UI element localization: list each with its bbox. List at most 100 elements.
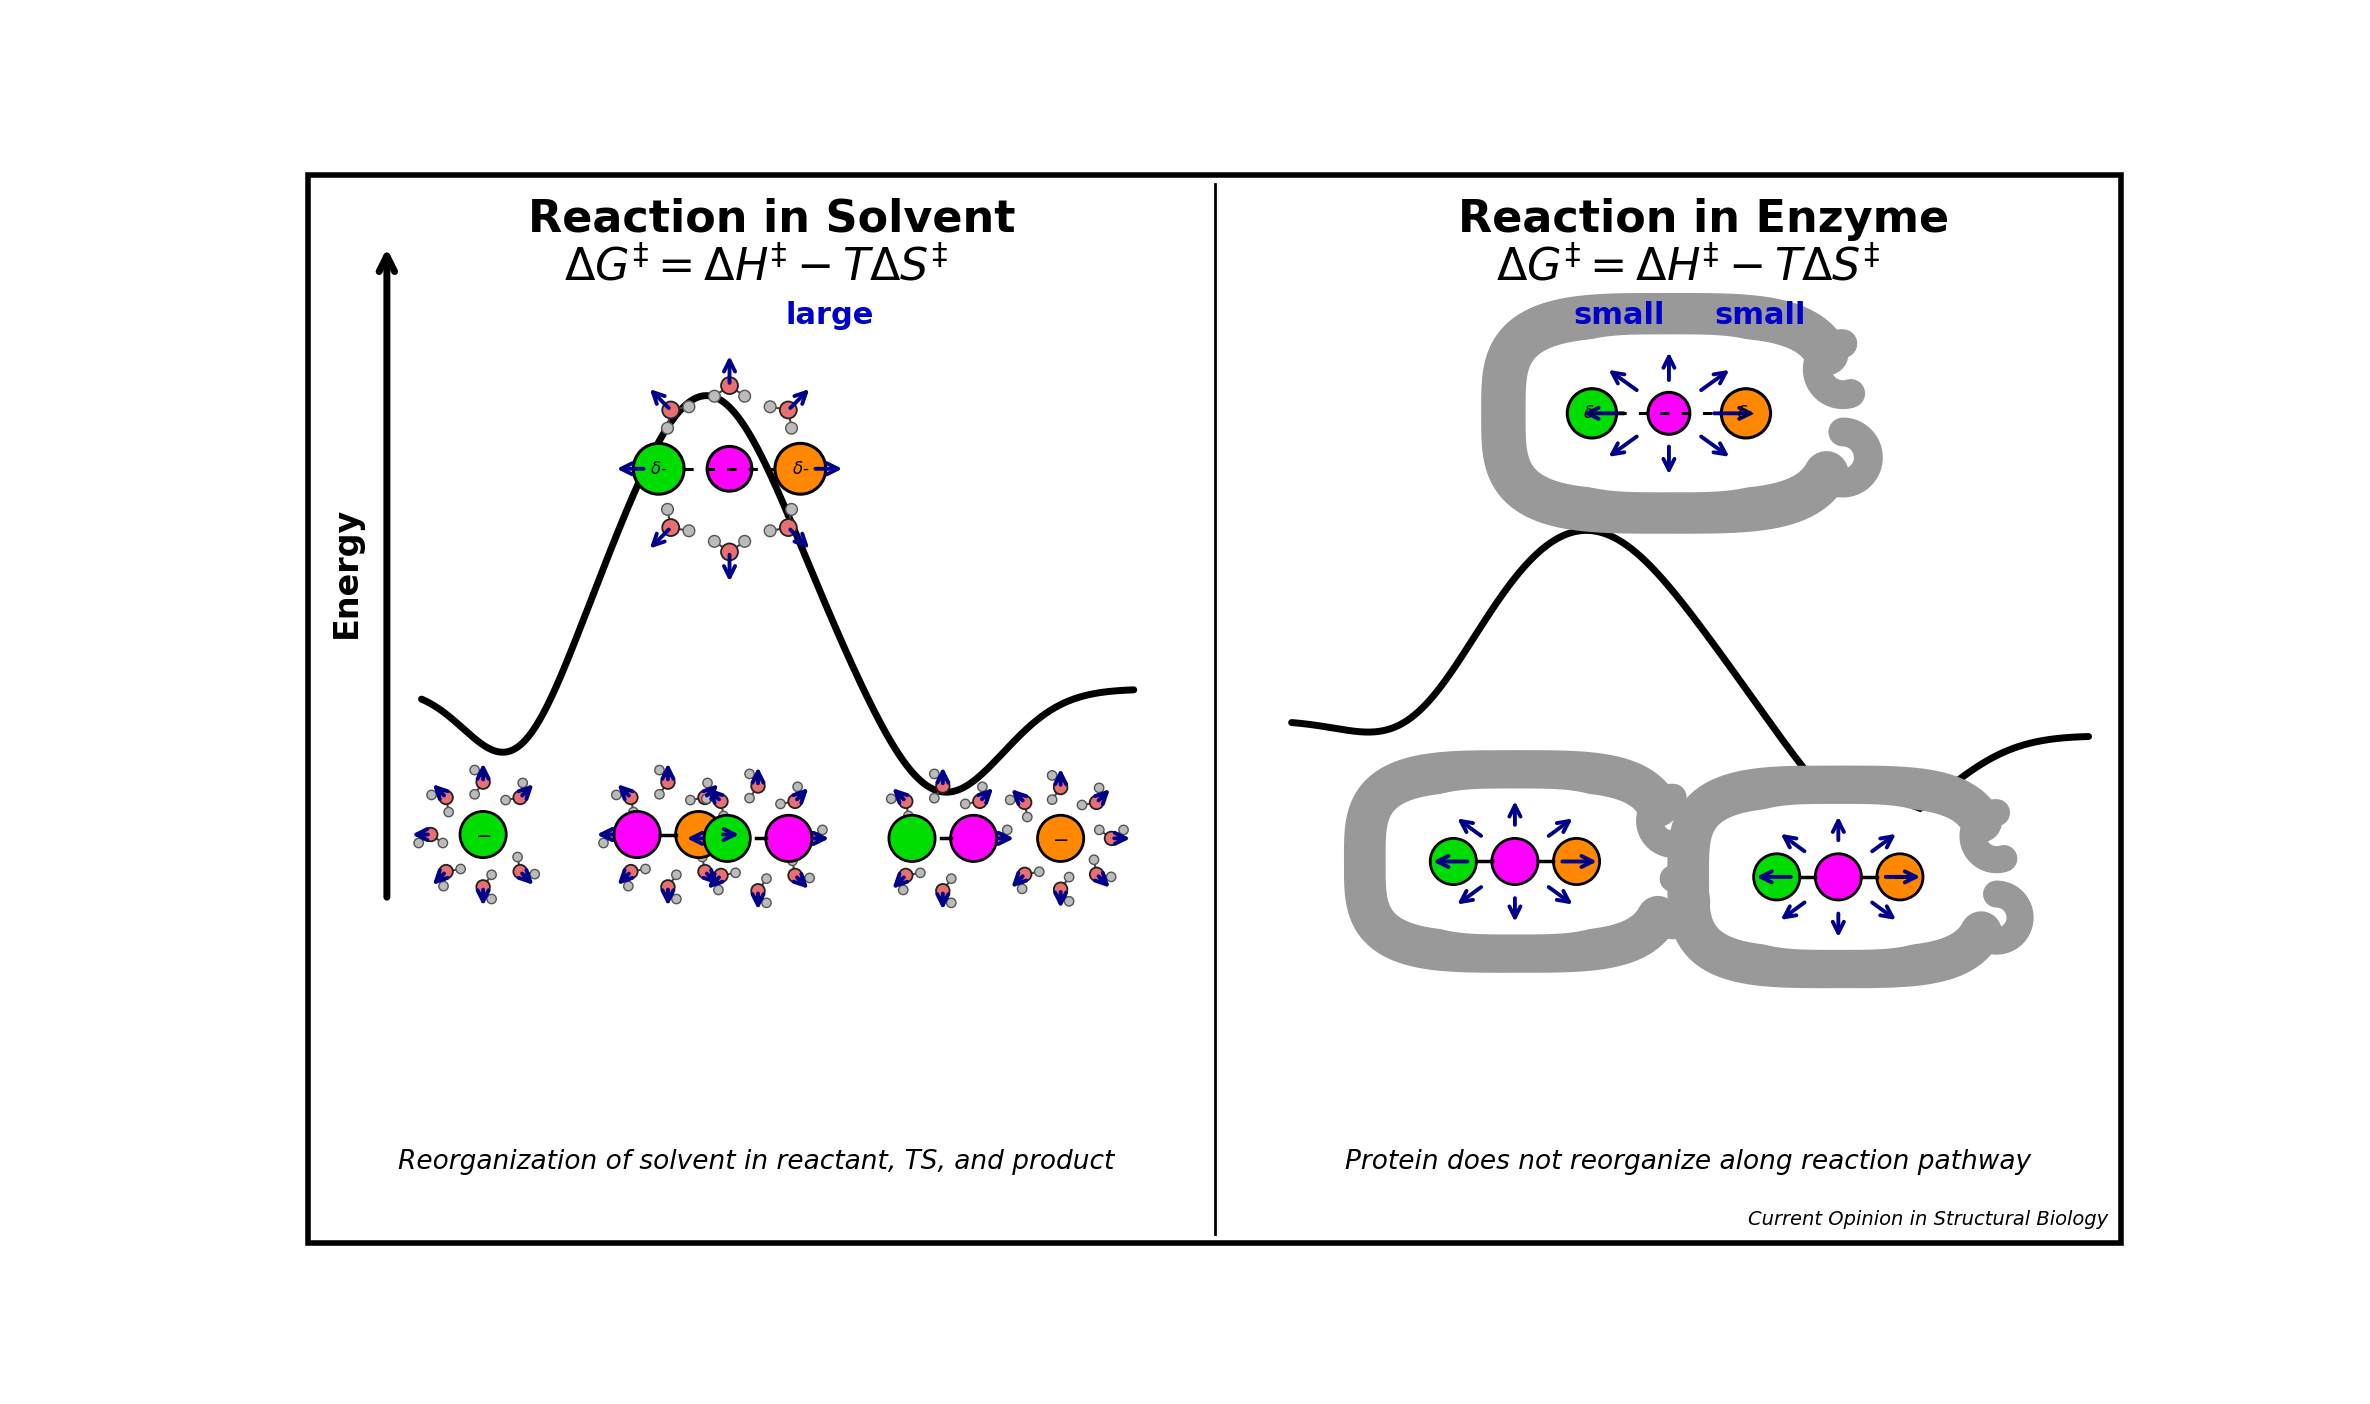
Circle shape — [1017, 796, 1031, 809]
Circle shape — [704, 821, 713, 831]
Circle shape — [476, 880, 491, 894]
Circle shape — [438, 838, 448, 848]
Text: $\delta$-: $\delta$- — [1583, 404, 1600, 423]
Circle shape — [609, 828, 623, 841]
Circle shape — [427, 790, 436, 800]
Circle shape — [751, 779, 766, 793]
Circle shape — [1552, 838, 1600, 885]
Circle shape — [614, 812, 661, 858]
Circle shape — [929, 793, 939, 803]
Circle shape — [720, 378, 737, 395]
Circle shape — [1064, 897, 1074, 906]
Circle shape — [803, 461, 820, 477]
Circle shape — [1003, 826, 1012, 834]
Circle shape — [739, 390, 751, 402]
Circle shape — [623, 838, 633, 848]
Circle shape — [709, 535, 720, 548]
Text: Reaction in Enzyme: Reaction in Enzyme — [1458, 198, 1948, 240]
Circle shape — [1567, 389, 1616, 438]
Circle shape — [1064, 872, 1074, 882]
Circle shape — [1095, 826, 1104, 834]
Circle shape — [780, 402, 796, 418]
Circle shape — [654, 765, 664, 775]
Text: Reaction in Solvent: Reaction in Solvent — [529, 198, 1017, 240]
Circle shape — [438, 865, 453, 879]
Circle shape — [519, 778, 529, 788]
Text: $\delta$-: $\delta$- — [792, 459, 808, 477]
Circle shape — [469, 765, 479, 775]
Circle shape — [713, 828, 728, 841]
Circle shape — [600, 838, 609, 848]
Circle shape — [699, 790, 711, 804]
Circle shape — [675, 812, 723, 858]
Circle shape — [704, 816, 751, 862]
Circle shape — [671, 870, 680, 879]
Circle shape — [709, 390, 720, 402]
Circle shape — [702, 795, 711, 803]
Circle shape — [1090, 855, 1100, 865]
Circle shape — [654, 789, 664, 799]
Circle shape — [685, 796, 694, 804]
Text: Protein does not reorganize along reaction pathway: Protein does not reorganize along reacti… — [1346, 1148, 2031, 1175]
Circle shape — [1721, 389, 1770, 438]
Circle shape — [789, 795, 801, 809]
Text: small: small — [1714, 300, 1806, 330]
Text: $\Delta G^{\ddagger} = \Delta H^{\ddagger} - T\Delta S^{\ddagger}$: $\Delta G^{\ddagger} = \Delta H^{\ddagge… — [564, 246, 948, 289]
Circle shape — [697, 852, 706, 862]
Circle shape — [794, 782, 803, 792]
Circle shape — [1877, 854, 1922, 900]
Circle shape — [531, 869, 540, 879]
Circle shape — [460, 812, 507, 858]
Circle shape — [713, 869, 728, 882]
Circle shape — [486, 870, 495, 879]
Circle shape — [766, 816, 813, 862]
Circle shape — [1017, 885, 1026, 893]
Circle shape — [652, 448, 664, 459]
Circle shape — [1107, 872, 1116, 882]
Circle shape — [455, 865, 465, 873]
Circle shape — [946, 873, 955, 883]
Circle shape — [818, 826, 827, 834]
Circle shape — [1754, 854, 1799, 900]
Circle shape — [1491, 838, 1538, 885]
Text: small: small — [1574, 300, 1664, 330]
Circle shape — [794, 826, 803, 834]
Circle shape — [988, 831, 1003, 845]
Text: $-$: $-$ — [1891, 868, 1908, 886]
Circle shape — [438, 790, 453, 804]
Circle shape — [638, 461, 654, 477]
Circle shape — [775, 799, 784, 809]
Circle shape — [683, 525, 694, 536]
Circle shape — [1090, 796, 1104, 809]
Circle shape — [623, 882, 633, 890]
Circle shape — [889, 816, 936, 862]
Circle shape — [690, 842, 699, 852]
Circle shape — [1036, 868, 1043, 876]
Circle shape — [739, 535, 751, 548]
Circle shape — [713, 795, 728, 809]
Circle shape — [936, 885, 950, 897]
Circle shape — [718, 812, 728, 820]
Circle shape — [903, 812, 912, 820]
Circle shape — [1048, 795, 1057, 804]
Circle shape — [713, 886, 723, 894]
Text: $\delta$-: $\delta$- — [649, 459, 668, 477]
Circle shape — [661, 775, 675, 789]
Circle shape — [979, 826, 988, 834]
Circle shape — [744, 793, 754, 803]
Circle shape — [611, 790, 621, 800]
Text: Energy: Energy — [329, 507, 363, 639]
Circle shape — [898, 869, 912, 882]
Circle shape — [960, 799, 969, 809]
Text: Current Opinion in Structural Biology: Current Opinion in Structural Biology — [1747, 1210, 2107, 1228]
Circle shape — [898, 795, 912, 809]
Circle shape — [915, 868, 924, 878]
Circle shape — [787, 856, 796, 865]
Circle shape — [806, 873, 815, 883]
Circle shape — [1104, 831, 1119, 845]
Circle shape — [652, 479, 664, 490]
Circle shape — [1429, 838, 1477, 885]
Circle shape — [661, 880, 675, 894]
Circle shape — [780, 519, 796, 536]
Circle shape — [751, 885, 766, 897]
